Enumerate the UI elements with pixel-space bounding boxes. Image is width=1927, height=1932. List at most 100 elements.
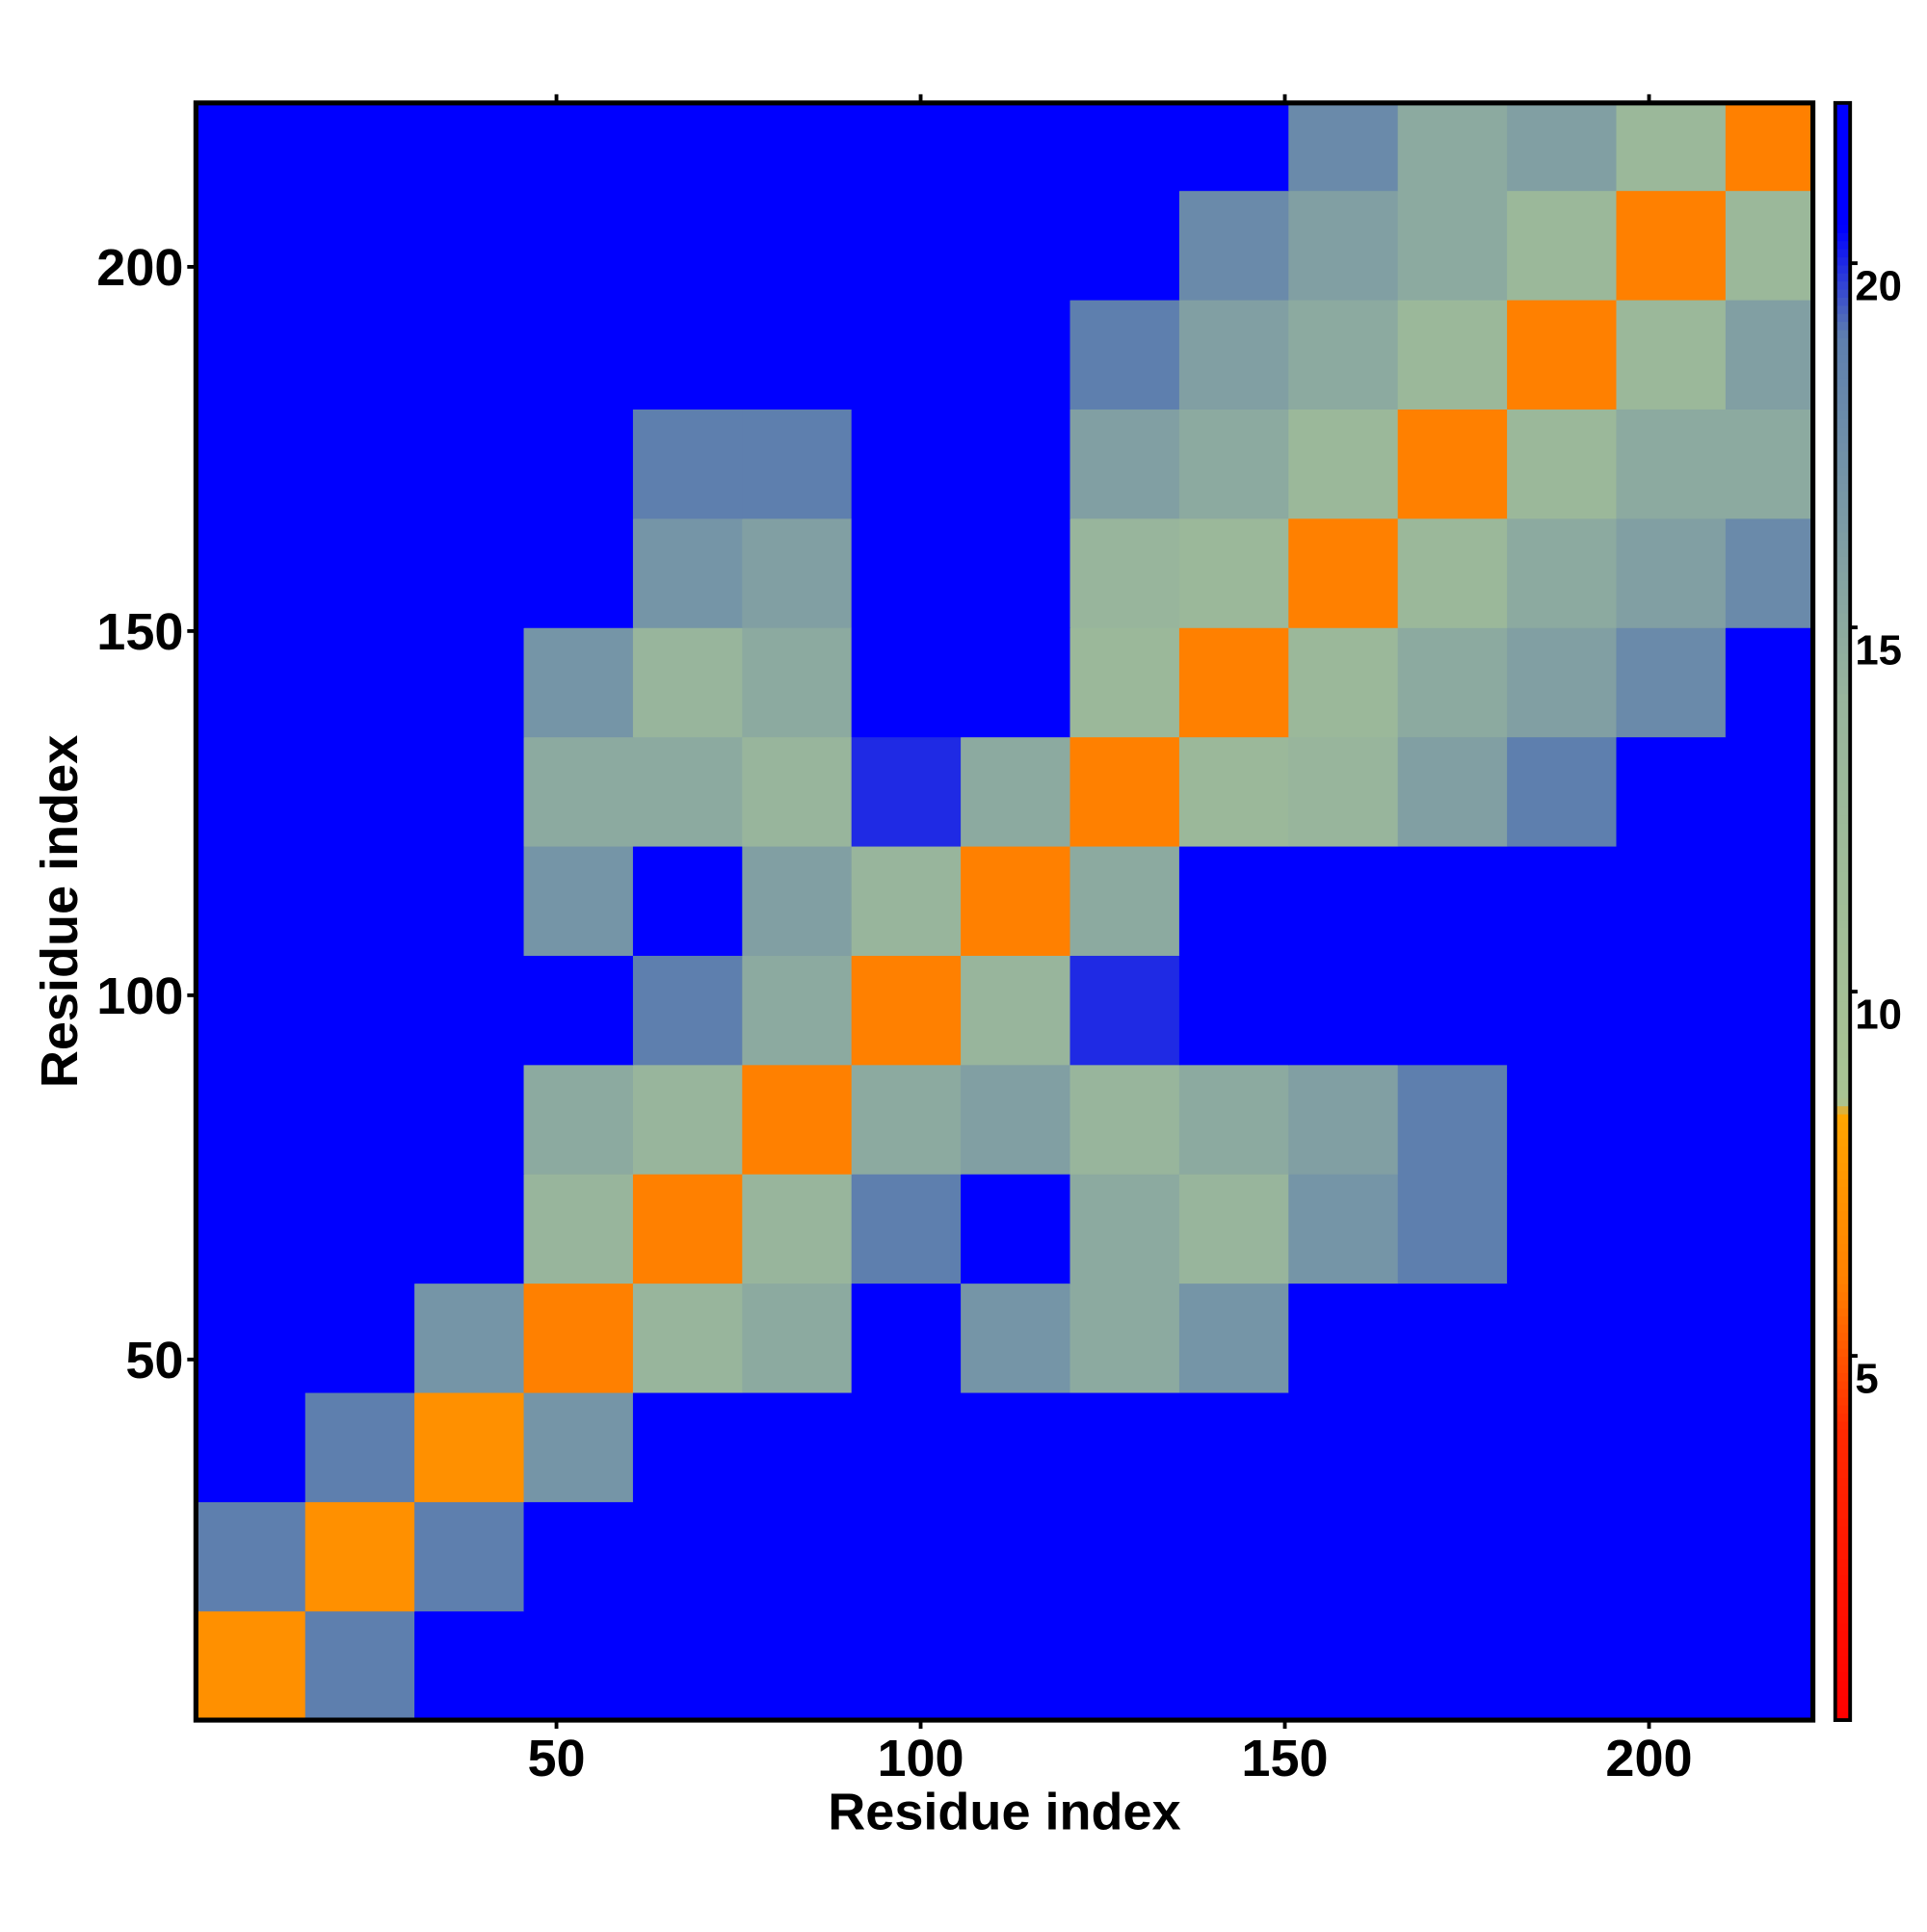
heatmap-cell [1288, 1064, 1399, 1175]
colorbar-segment [1835, 1178, 1851, 1188]
heatmap-cell [196, 517, 306, 628]
colorbar-segment [1835, 1420, 1851, 1430]
heatmap-cell [1507, 1283, 1618, 1393]
colorbar-segment [1835, 984, 1851, 993]
colorbar-segment [1835, 369, 1851, 379]
heatmap-cell [1069, 1501, 1180, 1612]
colorbar-segment [1835, 248, 1851, 258]
heatmap-cell [196, 299, 306, 410]
heatmap-cell [851, 1174, 962, 1284]
colorbar-segment [1835, 1671, 1851, 1681]
colorbar-segment [1835, 1380, 1851, 1389]
colorbar-segment [1835, 1072, 1851, 1082]
heatmap-cell [1507, 955, 1618, 1066]
heatmap-cell [196, 1064, 306, 1175]
heatmap-cell [632, 299, 743, 410]
heatmap-cell [1288, 1610, 1399, 1721]
colorbar-segment [1835, 1032, 1851, 1042]
colorbar-segment [1835, 1654, 1851, 1665]
heatmap-cell [196, 1610, 306, 1721]
heatmap-cell [632, 1174, 743, 1284]
heatmap-cell [1069, 190, 1180, 301]
colorbar-segment [1835, 936, 1851, 945]
colorbar-segment [1835, 418, 1851, 428]
colorbar-segment [1835, 273, 1851, 282]
colorbar-segment [1835, 1599, 1851, 1608]
heatmap-cell [851, 627, 962, 738]
heatmap-cell [961, 190, 1071, 301]
heatmap-cell [1178, 190, 1289, 301]
x-tick-label: 50 [527, 1730, 585, 1787]
colorbar-segment [1835, 1606, 1851, 1616]
heatmap-cell [1397, 845, 1508, 956]
colorbar-segment [1835, 1122, 1851, 1131]
heatmap-cell [196, 1174, 306, 1284]
heatmap-cell [1397, 955, 1508, 1066]
colorbar-segment [1835, 175, 1851, 185]
colorbar-segment [1835, 450, 1851, 460]
heatmap-cell [742, 955, 853, 1066]
colorbar-segment [1835, 111, 1851, 120]
colorbar-segment [1835, 1663, 1851, 1673]
heatmap-cell [304, 1283, 415, 1393]
heatmap-cell [1288, 1283, 1399, 1393]
heatmap-cell [1616, 1064, 1727, 1175]
colorbar-segment [1835, 192, 1851, 201]
heatmap-cell [414, 1610, 525, 1721]
heatmap-cell [632, 190, 743, 301]
colorbar-segment [1835, 1711, 1851, 1721]
heatmap-cell [1725, 627, 1814, 738]
colorbar-segment [1835, 1056, 1851, 1067]
heatmap-cell [1069, 1283, 1180, 1393]
heatmap-cell [196, 190, 306, 301]
colorbar-segment [1835, 911, 1851, 921]
colorbar-segment [1835, 992, 1851, 1002]
heatmap-cell [196, 736, 306, 847]
colorbar-segment [1835, 329, 1851, 338]
heatmap-cell [523, 190, 634, 301]
heatmap-cell [523, 409, 634, 519]
heatmap-cell [1178, 409, 1289, 519]
heatmap-cell [632, 1391, 743, 1502]
heatmap-cell [1397, 190, 1508, 301]
colorbar-segment [1835, 951, 1851, 962]
heatmap-cell [1288, 627, 1399, 738]
colorbar-segment [1835, 1575, 1851, 1584]
heatmap-cell [1178, 1174, 1289, 1284]
colorbar-segment [1835, 378, 1851, 387]
heatmap-cell [1069, 299, 1180, 410]
heatmap-cell [1288, 1501, 1399, 1612]
colorbar-segment [1835, 741, 1851, 751]
colorbar-segment [1835, 1356, 1851, 1365]
heatmap-cell [742, 627, 853, 738]
heatmap-cell [1507, 736, 1618, 847]
colorbar-segment [1835, 1534, 1851, 1544]
heatmap-cell [304, 1174, 415, 1284]
heatmap-cell [1288, 955, 1399, 1066]
heatmap-cell [523, 517, 634, 628]
colorbar-segment [1835, 903, 1851, 913]
heatmap-cell [1507, 102, 1618, 192]
colorbar-segment [1835, 604, 1851, 614]
heatmap-cell [961, 1391, 1071, 1502]
colorbar-tick-label: 5 [1855, 1356, 1878, 1403]
colorbar-segment [1835, 1008, 1851, 1018]
heatmap-cell [742, 1501, 853, 1612]
colorbar-segment [1835, 1137, 1851, 1148]
colorbar-segment [1835, 199, 1851, 209]
heatmap-cell [196, 845, 306, 956]
colorbar-segment [1835, 1153, 1851, 1163]
colorbar-segment [1835, 879, 1851, 888]
colorbar-segment [1835, 1566, 1851, 1575]
heatmap-cell [961, 1501, 1071, 1612]
colorbar-segment [1835, 539, 1851, 549]
heatmap-cell [1725, 955, 1814, 1066]
colorbar-segment [1835, 224, 1851, 233]
colorbar-segment [1835, 490, 1851, 500]
colorbar-segment [1835, 1477, 1851, 1487]
heatmap-cell [1616, 1610, 1727, 1721]
colorbar-segment [1835, 1113, 1851, 1123]
colorbar-segment [1835, 288, 1851, 298]
colorbar-segment [1835, 434, 1851, 444]
colorbar-tick-label: 20 [1855, 263, 1902, 310]
